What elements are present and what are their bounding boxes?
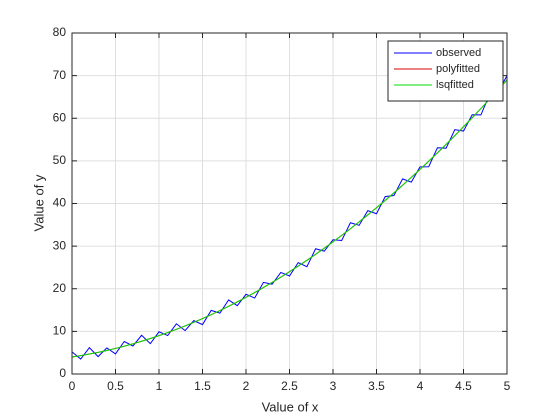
legend-label: observed	[436, 47, 481, 59]
y-tick-label: 10	[53, 324, 67, 338]
x-tick-label: 1	[156, 379, 163, 393]
series-line	[71, 75, 508, 360]
legend: observed polyfitted lsqfitted	[387, 40, 504, 102]
x-tick-label: 5	[504, 379, 511, 393]
x-tick-label: 3.5	[368, 379, 385, 393]
x-tick-label: 4.5	[455, 379, 472, 393]
legend-label: polyfitted	[436, 63, 480, 75]
y-tick-label: 40	[53, 196, 67, 210]
y-tick-label: 50	[53, 153, 67, 167]
y-axis-label: Value of y	[31, 174, 46, 231]
y-tick-label: 0	[59, 366, 66, 380]
y-tick-label: 30	[53, 238, 67, 252]
y-tick-label: 60	[53, 110, 67, 124]
plot-frame	[71, 32, 508, 375]
x-tick-label: 0	[69, 379, 76, 393]
legend-label: lsqfitted	[436, 79, 474, 91]
y-tick-label: 20	[53, 281, 67, 295]
y-tick-label: 70	[53, 68, 67, 82]
x-tick-label: 4	[417, 379, 424, 393]
x-tick-label: 2.5	[281, 379, 298, 393]
x-tick-label: 0.5	[107, 379, 124, 393]
x-tick-label: 3	[330, 379, 337, 393]
x-axis-label: Value of x	[262, 399, 319, 414]
x-tick-label: 1.5	[194, 379, 211, 393]
y-tick-label: 80	[53, 25, 67, 39]
series-line	[71, 79, 508, 358]
x-tick-label: 2	[243, 379, 250, 393]
legend-box	[387, 40, 504, 102]
